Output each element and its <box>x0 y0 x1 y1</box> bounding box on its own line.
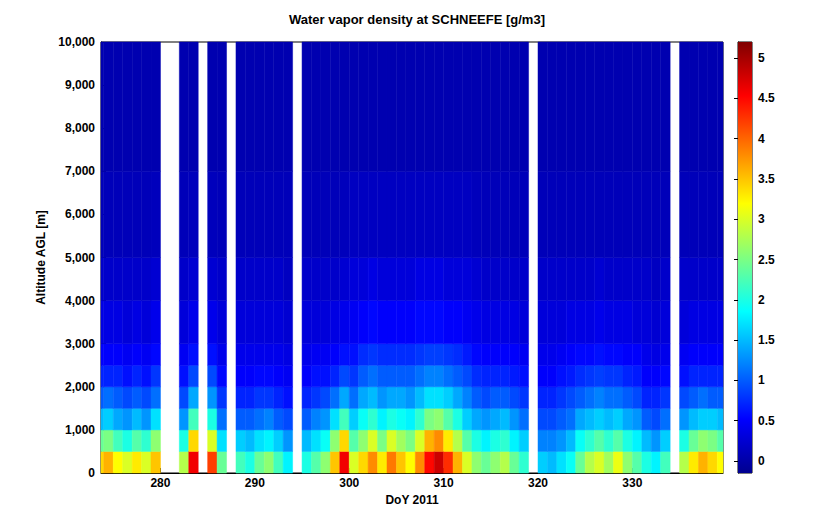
svg-text:3: 3 <box>758 212 765 226</box>
svg-text:10,000: 10,000 <box>58 35 95 49</box>
svg-text:0: 0 <box>88 466 95 480</box>
svg-text:4,000: 4,000 <box>65 294 95 308</box>
svg-text:0.5: 0.5 <box>758 414 775 428</box>
svg-text:0: 0 <box>758 454 765 468</box>
svg-text:280: 280 <box>150 476 170 490</box>
svg-text:1.5: 1.5 <box>758 333 775 347</box>
svg-text:7,000: 7,000 <box>65 164 95 178</box>
svg-text:3.5: 3.5 <box>758 172 775 186</box>
svg-text:5,000: 5,000 <box>65 251 95 265</box>
svg-text:Water vapor density at SCHNEEF: Water vapor density at SCHNEEFE [g/m3] <box>289 12 545 27</box>
svg-text:Altitude AGL [m]: Altitude AGL [m] <box>34 210 48 305</box>
svg-text:1,000: 1,000 <box>65 423 95 437</box>
svg-text:5: 5 <box>758 51 765 65</box>
svg-text:2: 2 <box>758 293 765 307</box>
svg-text:6,000: 6,000 <box>65 207 95 221</box>
svg-text:320: 320 <box>528 476 548 490</box>
svg-text:300: 300 <box>339 476 359 490</box>
svg-text:330: 330 <box>622 476 642 490</box>
svg-text:2.5: 2.5 <box>758 253 775 267</box>
svg-text:8,000: 8,000 <box>65 121 95 135</box>
svg-text:DoY 2011: DoY 2011 <box>385 493 438 507</box>
svg-text:3,000: 3,000 <box>65 337 95 351</box>
svg-text:1: 1 <box>758 373 765 387</box>
svg-text:4: 4 <box>758 132 765 146</box>
svg-text:290: 290 <box>245 476 265 490</box>
svg-text:2,000: 2,000 <box>65 380 95 394</box>
svg-text:310: 310 <box>434 476 454 490</box>
svg-text:4.5: 4.5 <box>758 91 775 105</box>
svg-text:9,000: 9,000 <box>65 78 95 92</box>
